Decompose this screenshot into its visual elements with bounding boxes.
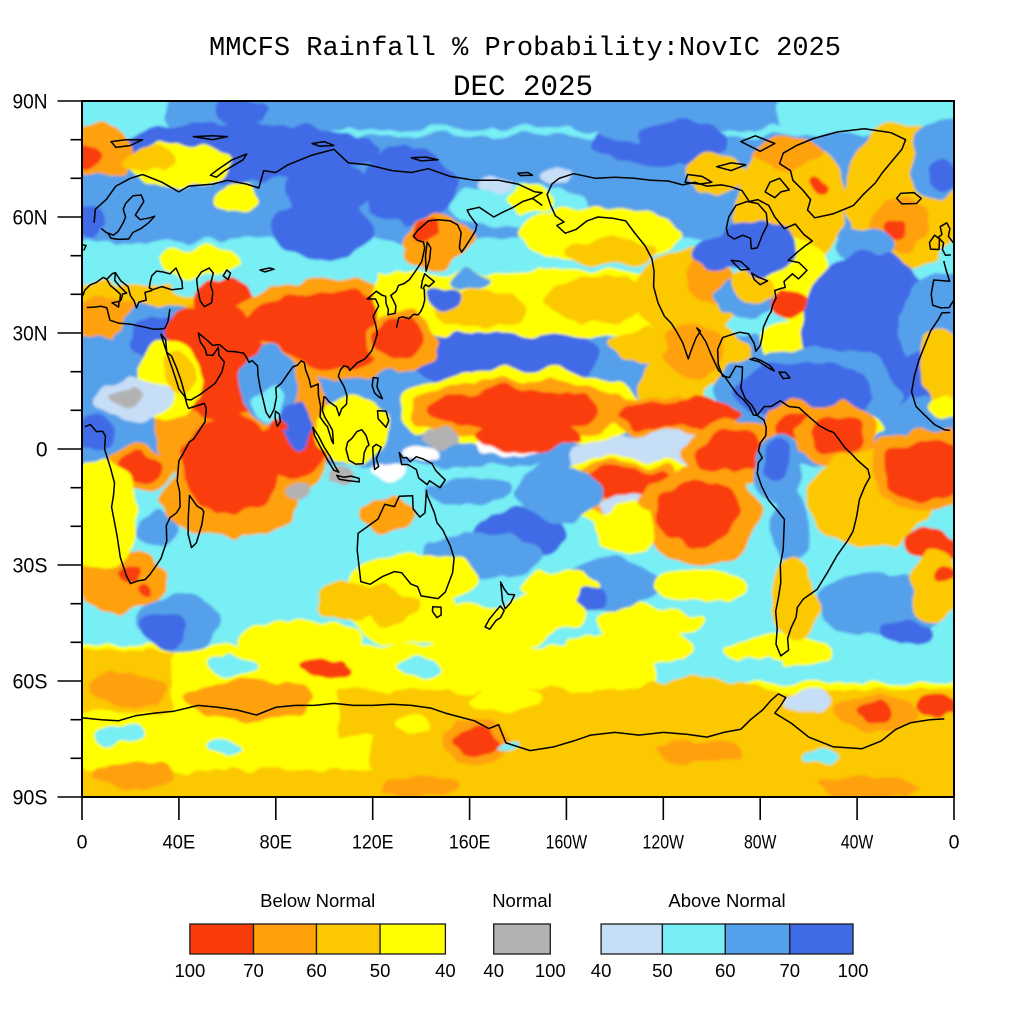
svg-text:40E: 40E — [163, 832, 196, 854]
svg-text:80W: 80W — [744, 832, 777, 854]
svg-text:70: 70 — [780, 960, 801, 981]
svg-text:40W: 40W — [841, 832, 874, 854]
svg-text:60: 60 — [306, 960, 327, 981]
svg-text:50: 50 — [370, 960, 391, 981]
svg-text:100: 100 — [535, 960, 566, 981]
svg-text:60: 60 — [715, 960, 736, 981]
svg-text:0: 0 — [36, 438, 48, 461]
svg-text:Normal: Normal — [492, 890, 552, 911]
svg-text:Above Normal: Above Normal — [668, 890, 785, 911]
svg-text:60S: 60S — [13, 670, 48, 693]
svg-text:100: 100 — [838, 960, 869, 981]
svg-text:Below Normal: Below Normal — [260, 890, 375, 911]
svg-text:80E: 80E — [260, 832, 293, 854]
svg-text:40: 40 — [591, 960, 612, 981]
svg-text:50: 50 — [652, 960, 673, 981]
svg-text:30N: 30N — [13, 322, 48, 345]
svg-text:30S: 30S — [13, 554, 48, 577]
svg-text:160W: 160W — [546, 832, 588, 854]
svg-text:MMCFS Rainfall % Probability:N: MMCFS Rainfall % Probability:NovIC 2025 — [209, 34, 841, 64]
svg-text:90S: 90S — [13, 786, 48, 809]
svg-text:40: 40 — [435, 960, 456, 981]
svg-text:70: 70 — [243, 960, 264, 981]
svg-text:0: 0 — [949, 832, 960, 854]
svg-text:0: 0 — [77, 832, 88, 854]
svg-text:DEC 2025: DEC 2025 — [453, 71, 593, 104]
svg-text:60N: 60N — [13, 206, 48, 229]
svg-text:40: 40 — [483, 960, 504, 981]
svg-text:100: 100 — [174, 960, 205, 981]
svg-text:120W: 120W — [643, 832, 685, 854]
svg-text:120E: 120E — [352, 832, 394, 854]
svg-text:160E: 160E — [449, 832, 491, 854]
svg-text:90N: 90N — [13, 90, 48, 113]
